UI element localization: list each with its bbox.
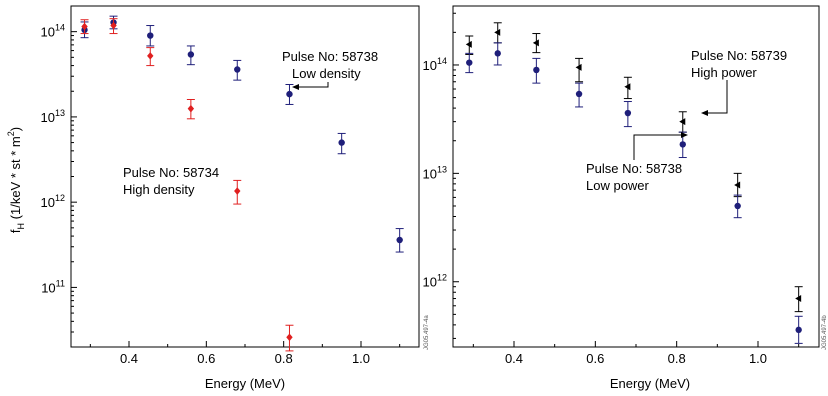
right-series1-point <box>624 109 632 117</box>
left-annotation-58734-line2: High density <box>123 182 195 197</box>
right-axis-ticks: 0.4 0.6 0.8 1.0 1012 1013 1014 <box>423 12 800 366</box>
right-series1-point <box>533 66 540 74</box>
right-y-tick-label: 1012 <box>423 273 447 290</box>
left-annotation-58738-arrow <box>292 82 329 90</box>
right-series0-point <box>795 295 802 303</box>
left-x-tick-label: 0.6 <box>197 351 215 366</box>
right-annotation-58738-arrow <box>633 132 688 160</box>
right-x-tick-label: 1.0 <box>749 351 767 366</box>
right-series1-point <box>494 50 501 57</box>
right-annotation-58738-line1: Pulse No: 58738 <box>586 161 682 176</box>
right-series0-point <box>734 181 741 189</box>
left-series1-point <box>234 187 241 195</box>
left-series0-point <box>396 236 403 244</box>
right-series0-point <box>679 118 686 126</box>
right-data-layer <box>465 22 803 344</box>
left-series0-point <box>338 139 345 146</box>
left-annotation-58738-line2: Low density <box>292 66 361 81</box>
right-xlabel: Energy (MeV) <box>610 376 690 391</box>
left-annotation-58738-line1: Pulse No: 58738 <box>282 49 378 64</box>
right-series1-point <box>734 202 741 210</box>
left-ylabel: fH (1/keV * st * m2) <box>6 127 26 233</box>
left-series0-point <box>187 51 195 58</box>
left-y-tick-label: 1012 <box>41 193 65 210</box>
left-chart-panel: 0.4 0.6 0.8 1.0 1011 1012 1013 1014 fH (1/keV *… <box>6 5 430 391</box>
right-series1-point <box>679 141 686 148</box>
right-series0-point <box>624 83 631 91</box>
left-series0-point <box>234 66 241 73</box>
left-x-tick-label: 0.4 <box>120 351 138 366</box>
left-annotation-58734-line1: Pulse No: 58734 <box>123 165 219 180</box>
right-chart-panel: 0.4 0.6 0.8 1.0 1012 1013 1014 Energy (MeV) Pu… <box>423 5 828 391</box>
left-y-tick-label: 1011 <box>41 278 65 295</box>
left-x-tick-label: 1.0 <box>352 351 370 366</box>
right-series1-point <box>575 90 583 98</box>
right-id-code: JG05.497-4b <box>822 315 828 350</box>
right-y-tick-label: 1014 <box>423 56 447 73</box>
left-series1-point <box>110 21 117 30</box>
left-y-tick-label: 1014 <box>41 23 65 40</box>
right-annotation-58739-line2: High power <box>691 65 757 80</box>
left-series1-point <box>187 104 195 113</box>
right-annotation-58738-line2: Low power <box>586 178 650 193</box>
right-x-tick-label: 0.4 <box>505 351 523 366</box>
right-series1-point <box>466 59 473 66</box>
left-axis-ticks: 0.4 0.6 0.8 1.0 1011 1012 1013 1014 <box>41 23 401 366</box>
right-series0-point <box>465 40 472 48</box>
right-series0-point <box>494 28 501 36</box>
left-series1-point <box>81 22 88 31</box>
right-annotation-58739-line1: Pulse No: 58739 <box>691 48 787 63</box>
left-xlabel: Energy (MeV) <box>205 376 285 391</box>
left-series0-point <box>286 90 293 98</box>
right-series0-point <box>575 63 582 71</box>
right-series0-point <box>532 39 539 47</box>
left-series1-point <box>147 52 154 60</box>
left-series1-point <box>286 333 293 342</box>
left-data-layer <box>80 15 404 352</box>
right-series1-point <box>795 326 802 334</box>
right-y-tick-label: 1013 <box>423 164 447 181</box>
left-x-tick-label: 0.8 <box>275 351 293 366</box>
right-x-tick-label: 0.8 <box>668 351 686 366</box>
left-id-code: JG05.497-4a <box>424 315 430 350</box>
left-series0-point <box>147 32 154 39</box>
right-annotation-58739-arrow <box>701 80 728 116</box>
right-x-tick-label: 0.6 <box>586 351 604 366</box>
left-y-tick-label: 1013 <box>41 108 65 125</box>
